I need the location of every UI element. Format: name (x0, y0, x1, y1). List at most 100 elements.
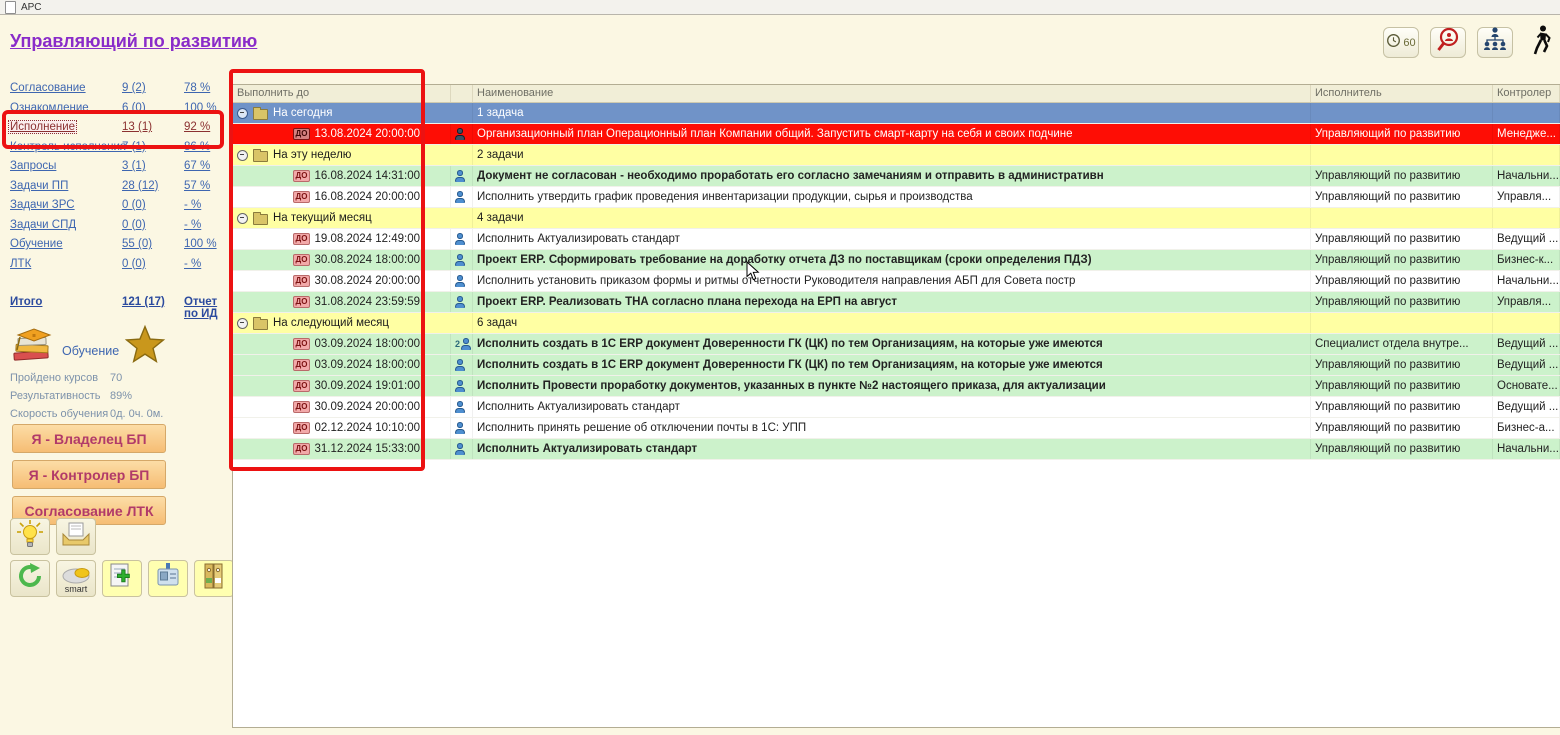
task-row[interactable]: ДО 16.08.2024 14:31:00 Документ не согла… (233, 166, 1560, 187)
folder-icon (253, 211, 268, 225)
nav-label[interactable]: Согласование (10, 82, 86, 94)
collapse-icon[interactable] (237, 149, 248, 161)
due-date: 30.08.2024 20:00:00 (314, 275, 420, 287)
task-executor: Управляющий по развитию (1311, 418, 1493, 438)
nav-label[interactable]: Контроль исполнения (10, 140, 127, 153)
sidebar-item-soglasovanie[interactable]: Согласование 9 (2) 78 % (10, 82, 216, 102)
owner-bp-button[interactable]: Я - Владелец БП (12, 424, 166, 453)
task-row[interactable]: ДО 30.08.2024 20:00:00 Исполнить установ… (233, 271, 1560, 292)
report-link[interactable]: Отчет по ИД (184, 296, 218, 320)
task-row[interactable]: ДО 02.12.2024 10:10:00 Исполнить принять… (233, 418, 1560, 439)
task-row[interactable]: ДО 30.08.2024 18:00:00 Проект ERP. Сформ… (233, 250, 1560, 271)
task-row[interactable]: ДО 31.12.2024 15:33:00 Исполнить Актуали… (233, 439, 1560, 460)
timer-button[interactable]: 60 (1383, 27, 1419, 58)
task-row[interactable]: ДО 03.09.2024 18:00:00 2 Исполнить созда… (233, 334, 1560, 355)
group-count: 1 задача (473, 103, 1311, 123)
nav-percent[interactable]: 100 % (184, 238, 217, 250)
nav-label[interactable]: Ознакомление (10, 101, 89, 114)
collapse-icon[interactable] (237, 212, 248, 224)
sidebar-item-zaprosy[interactable]: Запросы 3 (1) 67 % (10, 160, 216, 180)
column-header-due[interactable]: Выполнить до (233, 85, 451, 102)
sidebar-item-zadachi-zrs[interactable]: Задачи ЗРС 0 (0) - % (10, 199, 216, 219)
nav-count[interactable]: 6 (0) (122, 101, 146, 114)
nav-label[interactable]: ЛТК (10, 257, 32, 270)
nav-percent[interactable]: - % (184, 257, 202, 270)
nav-percent[interactable]: 78 % (184, 82, 211, 94)
total-count[interactable]: 121 (17) (122, 296, 165, 308)
inbox-button[interactable] (56, 518, 96, 555)
collapse-icon[interactable] (237, 107, 248, 119)
nav-count[interactable]: 0 (0) (122, 199, 146, 211)
task-row[interactable]: ДО 30.09.2024 19:01:00 Исполнить Провест… (233, 376, 1560, 397)
task-row[interactable]: ДО 19.08.2024 12:49:00 Исполнить Актуали… (233, 229, 1560, 250)
task-row[interactable]: ДО 30.09.2024 20:00:00 Исполнить Актуали… (233, 397, 1560, 418)
binder-button[interactable] (194, 560, 234, 597)
group-row[interactable]: На сегодня 1 задача (233, 103, 1560, 124)
sidebar-item-kontrol[interactable]: Контроль исполнения 7 (1) 86 % (10, 141, 216, 161)
sidebar-item-zadachi-pp[interactable]: Задачи ПП 28 (12) 57 % (10, 180, 216, 200)
refresh-button[interactable] (10, 560, 50, 597)
column-header-executor[interactable]: Исполнитель (1311, 85, 1493, 102)
training-label[interactable]: Обучение (62, 344, 120, 358)
nav-count[interactable]: 13 (1) (122, 121, 153, 133)
group-row[interactable]: На эту неделю 2 задачи (233, 145, 1560, 166)
assignee-icon (451, 376, 473, 396)
due-badge: ДО (292, 128, 311, 140)
walking-person-icon (1532, 25, 1552, 60)
due-cell: ДО 02.12.2024 10:10:00 (233, 418, 451, 438)
nav-percent[interactable]: 100 % (184, 101, 217, 114)
due-badge: ДО (292, 191, 311, 203)
walking-person-button[interactable] (1524, 25, 1560, 60)
group-row[interactable]: На следующий месяц 6 задач (233, 313, 1560, 334)
nav-label[interactable]: Запросы (10, 160, 57, 172)
nav-count[interactable]: 28 (12) (122, 179, 159, 192)
nav-label[interactable]: Задачи ПП (10, 179, 69, 192)
nav-count[interactable]: 0 (0) (122, 218, 146, 231)
controller-bp-button[interactable]: Я - Контролер БП (12, 460, 166, 489)
task-row[interactable]: ДО 03.09.2024 18:00:00 Исполнить создать… (233, 355, 1560, 376)
smart-button[interactable]: smart (56, 560, 96, 597)
task-row[interactable]: ДО 16.08.2024 20:00:00 Исполнить утверди… (233, 187, 1560, 208)
top-toolbar: 60 (1383, 25, 1560, 60)
due-cell: ДО 30.08.2024 18:00:00 (233, 250, 451, 270)
bulb-button[interactable] (10, 518, 50, 555)
sidebar-nav: Согласование 9 (2) 78 % Ознакомление 6 (… (8, 82, 217, 278)
find-person-button[interactable] (1430, 27, 1466, 58)
group-cell: На текущий месяц (233, 208, 473, 228)
page-title[interactable]: Управляющий по развитию (10, 31, 258, 51)
nav-count[interactable]: 0 (0) (122, 257, 146, 270)
nav-count[interactable]: 7 (1) (122, 140, 146, 153)
nav-label[interactable]: Исполнение (8, 120, 78, 134)
add-document-button[interactable] (102, 560, 142, 597)
group-row[interactable]: На текущий месяц 4 задачи (233, 208, 1560, 229)
nav-count[interactable]: 9 (2) (122, 82, 146, 94)
org-structure-button[interactable] (1477, 27, 1513, 58)
nav-percent[interactable]: - % (184, 199, 202, 211)
nav-percent[interactable]: 57 % (184, 179, 211, 192)
sidebar-item-oznakomlenie[interactable]: Ознакомление 6 (0) 100 % (10, 101, 217, 122)
task-row[interactable]: ДО 13.08.2024 20:00:00 Организационный п… (233, 124, 1560, 145)
assignee-icon (451, 439, 473, 459)
nav-percent[interactable]: 67 % (184, 160, 211, 172)
nav-label[interactable]: Задачи ЗРС (10, 199, 75, 211)
nav-percent[interactable]: - % (184, 218, 202, 231)
sidebar-item-ltk[interactable]: ЛТК 0 (0) - % (10, 258, 216, 278)
total-label[interactable]: Итого (10, 296, 43, 308)
sidebar-item-ispolnenie[interactable]: Исполнение 13 (1) 92 % (8, 120, 216, 141)
stat-effectiveness: Результативность 89% (10, 390, 210, 408)
task-executor: Управляющий по развитию (1311, 187, 1493, 207)
column-header-controller[interactable]: Контролер (1493, 85, 1560, 102)
task-row[interactable]: ДО 31.08.2024 23:59:59 Проект ERP. Реали… (233, 292, 1560, 313)
sidebar-item-obuchenie[interactable]: Обучение 55 (0) 100 % (10, 238, 217, 258)
badge-button[interactable] (148, 560, 188, 597)
nav-percent[interactable]: 86 % (184, 140, 211, 153)
collapse-icon[interactable] (237, 317, 248, 329)
nav-label[interactable]: Задачи СПД (10, 218, 77, 231)
column-header-name[interactable]: Наименование (473, 85, 1311, 102)
tool-row-1 (10, 518, 96, 555)
nav-count[interactable]: 3 (1) (122, 160, 146, 172)
nav-count[interactable]: 55 (0) (122, 238, 153, 250)
nav-percent[interactable]: 92 % (184, 121, 211, 133)
sidebar-item-zadachi-spd[interactable]: Задачи СПД 0 (0) - % (10, 219, 216, 239)
nav-label[interactable]: Обучение (10, 238, 63, 250)
